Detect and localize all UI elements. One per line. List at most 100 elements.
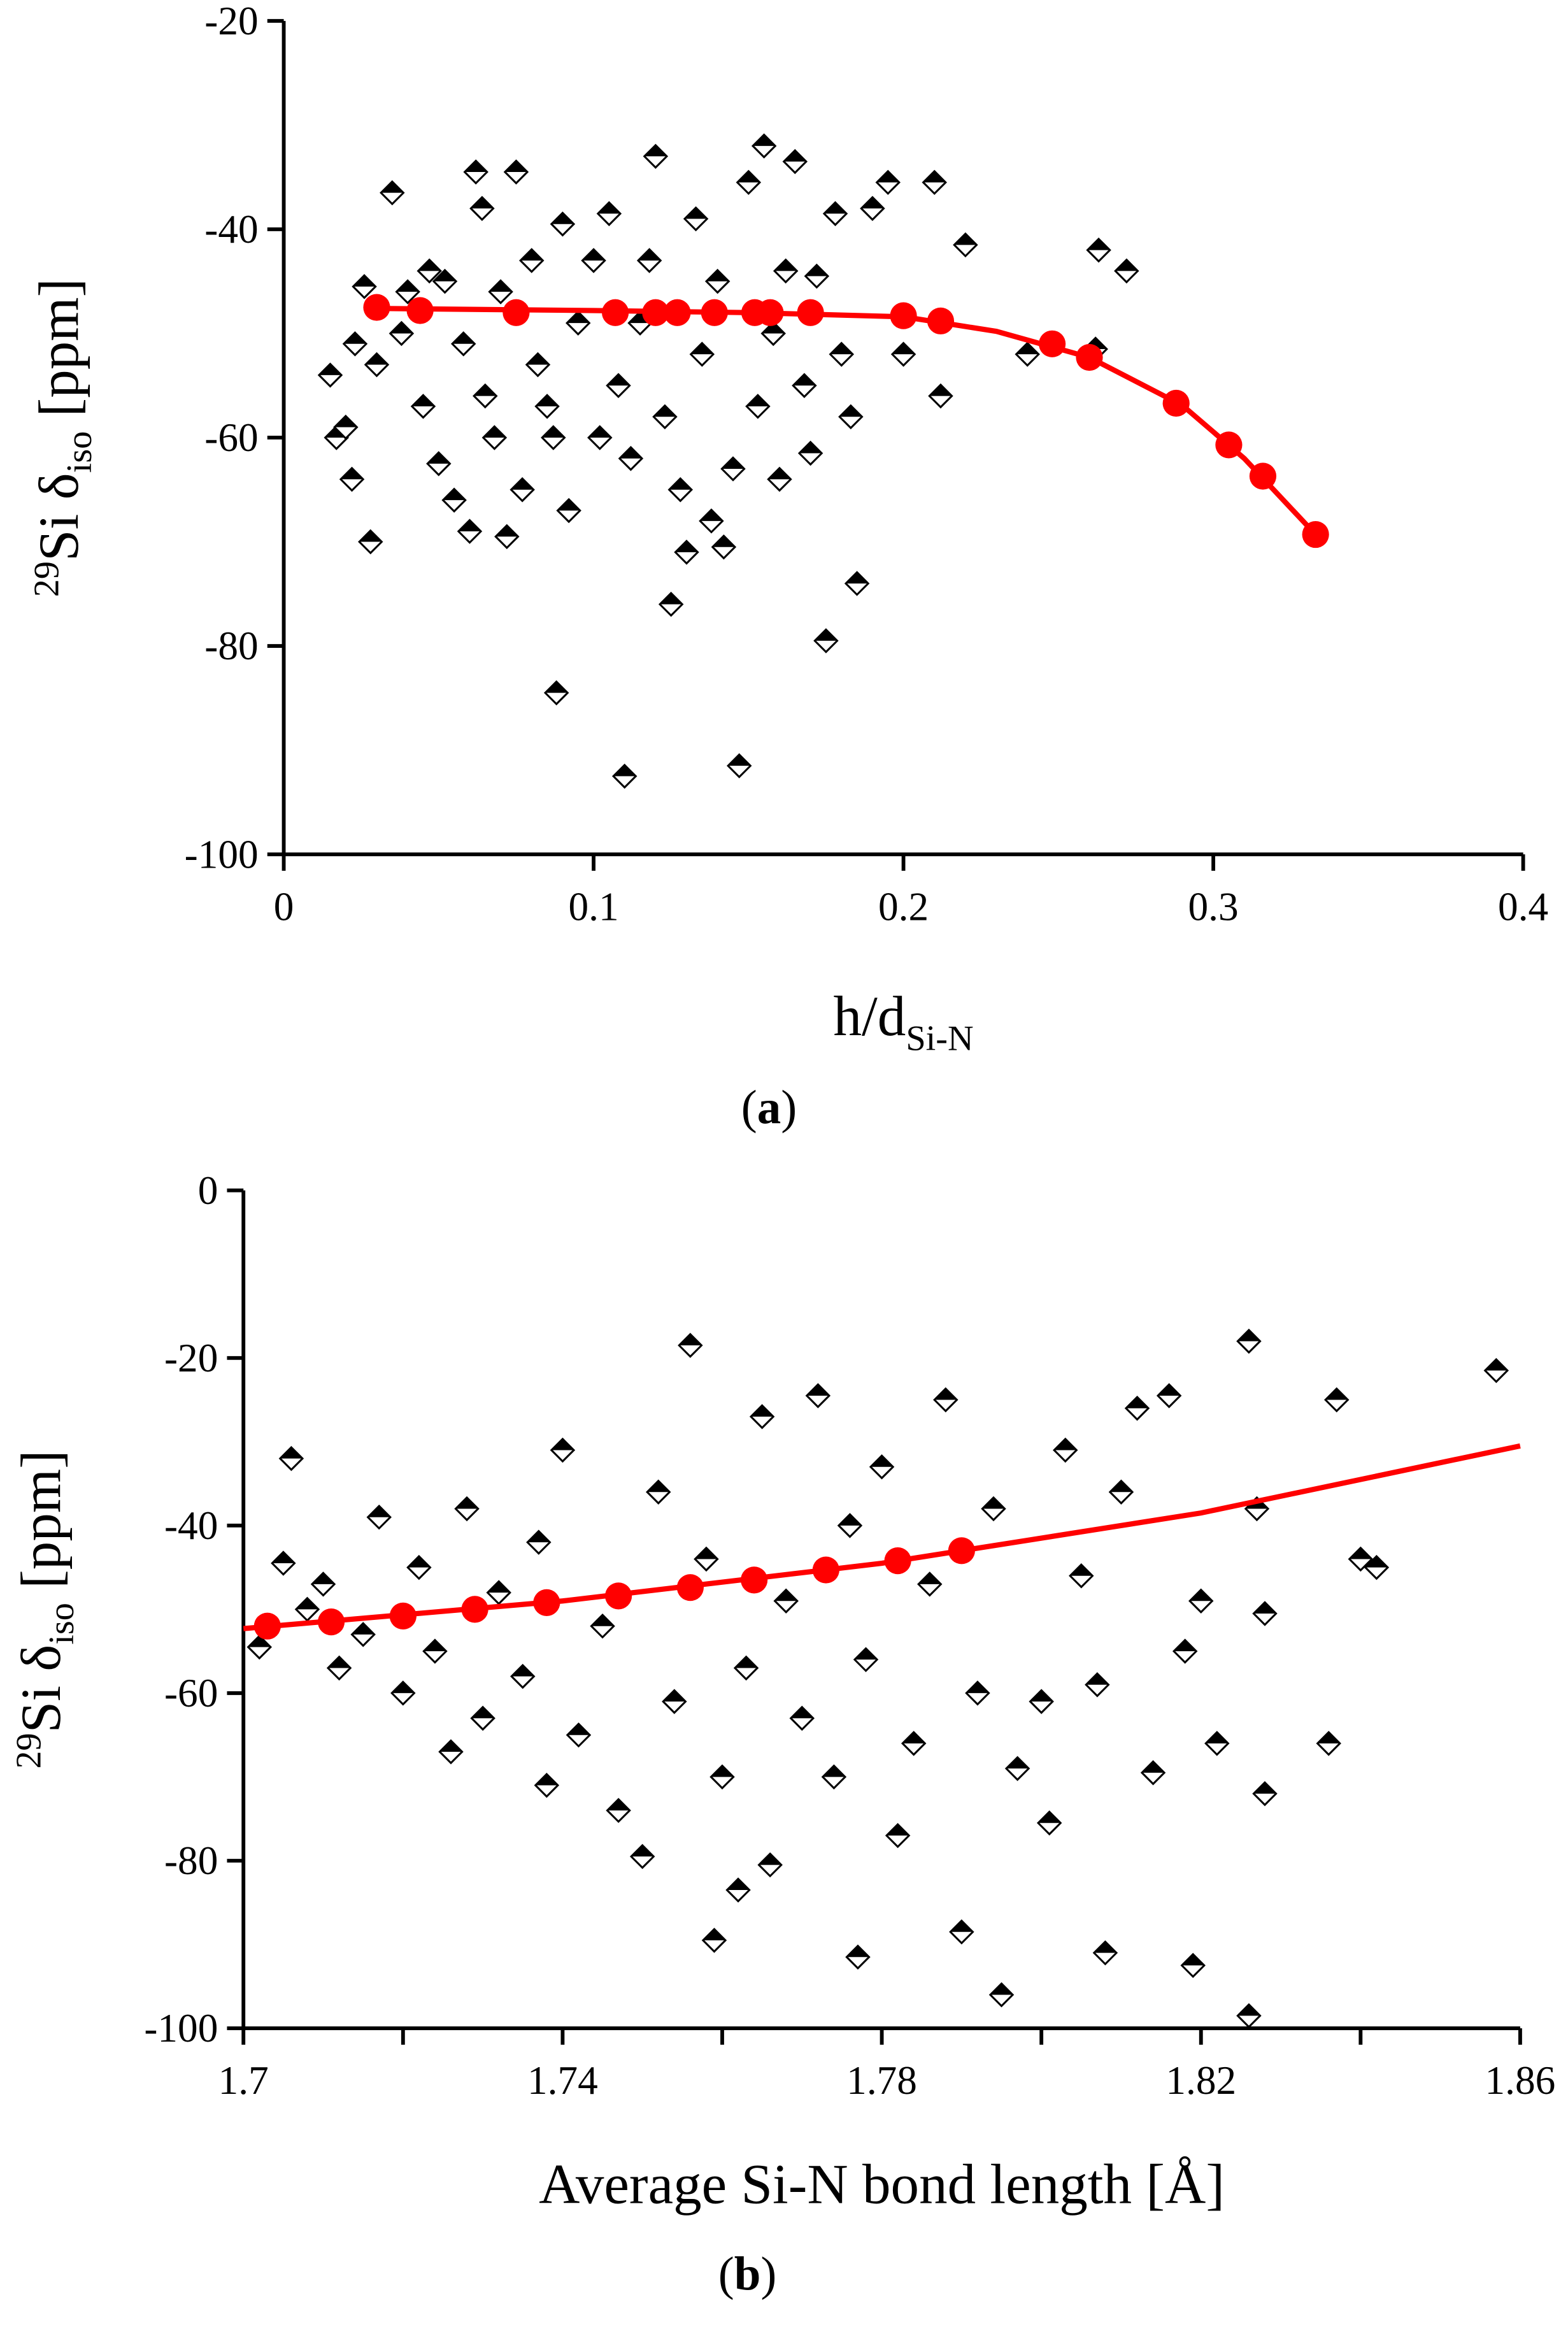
diamond-fill bbox=[876, 171, 899, 183]
diamond-fill bbox=[1094, 1942, 1116, 1953]
diamond-point bbox=[410, 394, 436, 419]
diamond-fill bbox=[408, 1556, 431, 1568]
diamond-point bbox=[310, 1572, 336, 1597]
panel: -100-80-60-40-200 0.1 0.2 0.3 0.4h/dSi-N29Si… bbox=[27, 0, 1548, 1134]
diamond-fill bbox=[861, 197, 884, 209]
diamond-fill bbox=[365, 353, 388, 365]
diamond-fill bbox=[1317, 1732, 1340, 1743]
diamond-fill bbox=[700, 510, 723, 521]
diamond-point bbox=[773, 1588, 799, 1614]
diamond-fill bbox=[545, 682, 568, 693]
x-tick-label: 0.3 bbox=[1188, 884, 1239, 929]
diamond-point bbox=[1236, 2003, 1262, 2029]
x-label-part: Average Si-N bond length [Å] bbox=[539, 2153, 1225, 2216]
diamond-point bbox=[629, 1844, 655, 1870]
diamond-fill bbox=[471, 1707, 494, 1719]
x-label-part: h/d bbox=[834, 985, 906, 1048]
diamond-point bbox=[581, 248, 606, 273]
diamond-point bbox=[662, 1689, 687, 1714]
diamond-fill bbox=[424, 1640, 446, 1652]
diamond-point bbox=[1086, 237, 1111, 263]
diamond-point bbox=[606, 1798, 631, 1823]
diamond-fill bbox=[822, 1765, 845, 1777]
diamond-point bbox=[1172, 1638, 1198, 1664]
diamond-point bbox=[1348, 1546, 1374, 1572]
diamond-fill bbox=[846, 572, 869, 584]
diamond-fill bbox=[647, 1480, 670, 1493]
diamond-point bbox=[704, 268, 731, 294]
diamond-point bbox=[1124, 1395, 1150, 1421]
diamond-fill bbox=[762, 322, 785, 334]
diamond-fill bbox=[759, 1853, 781, 1865]
diamond-fill bbox=[511, 478, 534, 490]
diamond-point bbox=[1204, 1731, 1230, 1756]
y-label-part: Si δ bbox=[28, 473, 90, 561]
diamond-point bbox=[636, 248, 662, 273]
diamond-point bbox=[565, 310, 591, 336]
diamond-point bbox=[534, 394, 560, 419]
diamond-point bbox=[503, 159, 529, 185]
caption-part: ) bbox=[781, 1081, 797, 1134]
diamond-point bbox=[380, 180, 405, 206]
diamond-fill bbox=[1141, 1761, 1165, 1773]
diamond-point bbox=[352, 274, 377, 299]
diamond-fill bbox=[471, 197, 494, 209]
caption-part: b bbox=[734, 2247, 761, 2300]
diamond-fill bbox=[722, 457, 745, 469]
diamond-fill bbox=[591, 1615, 614, 1626]
diamond-point bbox=[438, 1739, 464, 1765]
diamond-fill bbox=[638, 249, 661, 261]
diamond-point bbox=[494, 524, 520, 550]
diamond-point bbox=[821, 1764, 847, 1790]
diamond-fill bbox=[702, 1929, 726, 1940]
diamond-point bbox=[1029, 1689, 1054, 1714]
diamond-point bbox=[749, 1404, 775, 1429]
diamond-fill bbox=[790, 1707, 813, 1719]
diamond-fill bbox=[607, 374, 630, 386]
diamond-fill bbox=[685, 207, 708, 219]
diamond-fill bbox=[768, 468, 791, 480]
diamond-point bbox=[534, 1772, 560, 1798]
diamond-point bbox=[432, 268, 458, 294]
diamond-point bbox=[1324, 1387, 1350, 1413]
diamond-point bbox=[339, 466, 365, 492]
diamond-fill bbox=[495, 525, 518, 537]
y-tick-label: -20 bbox=[164, 1336, 218, 1380]
diamond-fill bbox=[340, 468, 364, 480]
diamond-point bbox=[294, 1596, 320, 1622]
diamond-fill bbox=[675, 541, 698, 552]
diamond-point bbox=[760, 320, 786, 347]
diamond-fill bbox=[318, 364, 342, 375]
diamond-fill bbox=[799, 441, 822, 454]
diamond-fill bbox=[455, 1497, 478, 1509]
x-tick-label: 1.86 bbox=[1485, 2058, 1556, 2103]
diamond-fill bbox=[774, 259, 797, 271]
diamond-fill bbox=[753, 134, 776, 147]
diamond-fill bbox=[644, 145, 667, 157]
diamond-fill bbox=[712, 536, 735, 547]
diamond-fill bbox=[433, 270, 457, 282]
diamond-fill bbox=[982, 1497, 1005, 1509]
diamond-fill bbox=[474, 384, 497, 396]
y-label-part: 29 bbox=[9, 1733, 48, 1768]
diamond-point bbox=[395, 279, 420, 304]
caption-part: a bbox=[757, 1081, 781, 1134]
diamond-fill bbox=[353, 275, 376, 287]
diamond-point bbox=[838, 404, 864, 430]
x-label-part: Si-N bbox=[906, 1019, 973, 1058]
diamond-fill bbox=[830, 343, 853, 355]
diamond-fill bbox=[815, 629, 837, 641]
y-tick-label: -100 bbox=[144, 2006, 218, 2051]
caption-part: ) bbox=[760, 2247, 776, 2300]
diamond-point bbox=[694, 1546, 719, 1572]
diamond-point bbox=[674, 540, 699, 565]
diamond-fill bbox=[954, 233, 977, 245]
y-tick-label: -60 bbox=[204, 415, 258, 460]
diamond-point bbox=[805, 1383, 831, 1408]
diamond-point bbox=[949, 1919, 974, 1945]
diamond-point bbox=[953, 232, 978, 258]
diamond-fill bbox=[1365, 1556, 1388, 1568]
diamond-point bbox=[441, 487, 467, 513]
diamond-fill bbox=[839, 405, 862, 417]
diamond-point bbox=[757, 1852, 783, 1878]
